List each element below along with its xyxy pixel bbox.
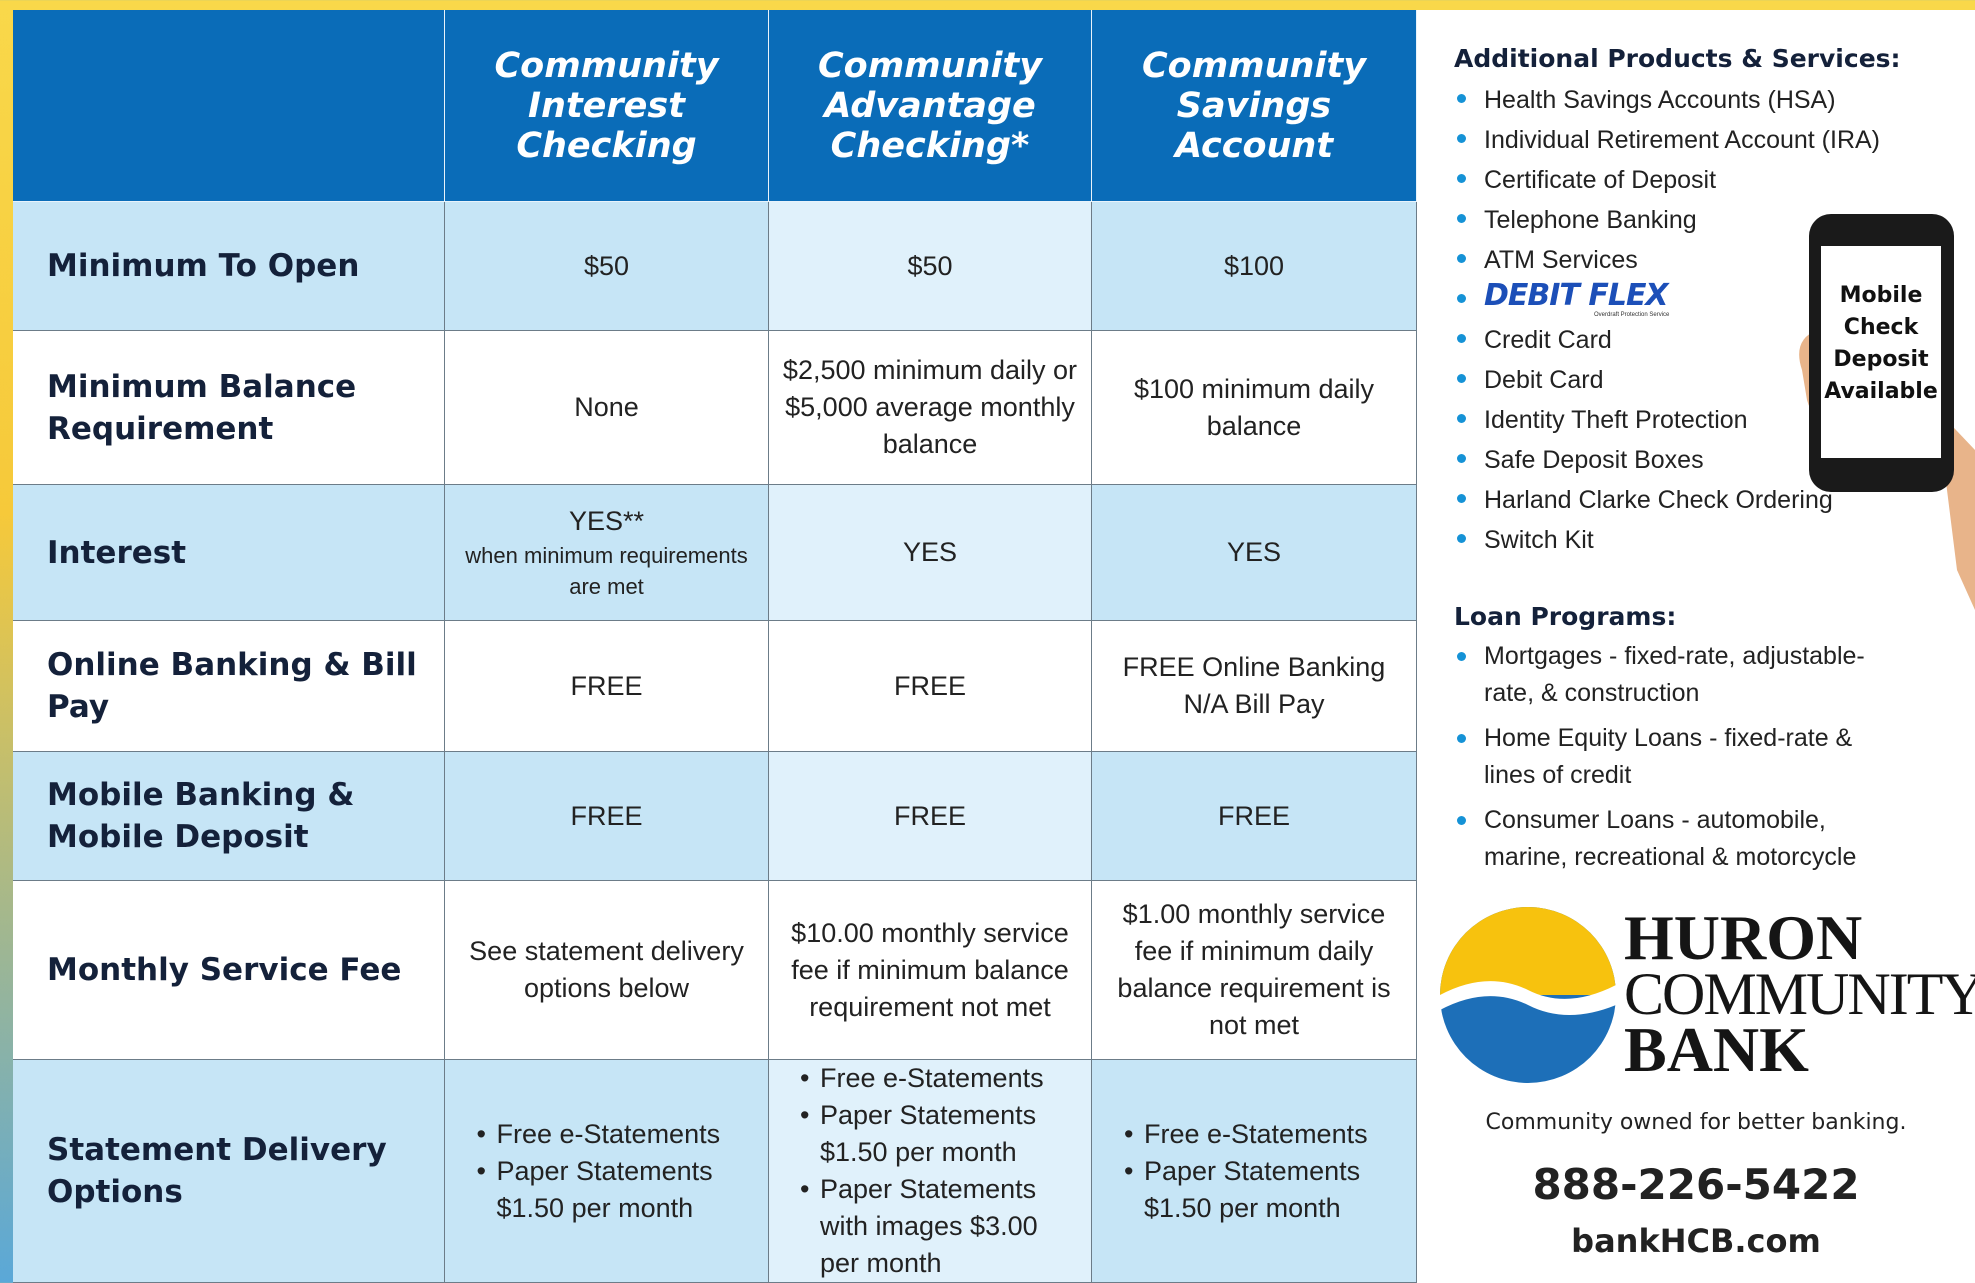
- product-item: Identity Theft Protection: [1454, 400, 1880, 440]
- cell: $100 minimum daily balance: [1092, 331, 1417, 485]
- website: bankHCB.com: [1571, 1222, 1821, 1260]
- bullet-list: Free e-StatementsPaper Statements $1.50 …: [477, 1116, 737, 1227]
- product-item: Switch Kit: [1454, 520, 1880, 560]
- bullet-item: Free e-Statements: [1124, 1116, 1384, 1153]
- cell-note: when minimum requirements are met: [465, 543, 748, 599]
- logo-line: HURON: [1624, 902, 1863, 973]
- cell: YES: [1092, 485, 1417, 621]
- cell-text: YES**: [568, 506, 645, 536]
- debit-flex-tagline: Overdraft Protection Service: [1594, 312, 1670, 318]
- loan-item: Consumer Loans - automobile, marine, rec…: [1454, 802, 1894, 876]
- column-header: Community Advantage Checking*: [769, 10, 1092, 202]
- cell-content: YES** when minimum requirements are met: [455, 503, 758, 602]
- cell: FREE: [445, 752, 769, 881]
- comparison-table: Community Interest Checking Community Adv…: [13, 10, 1417, 1283]
- logo-line: BANK: [1624, 1014, 1809, 1085]
- cell-line: N/A Bill Pay: [1183, 689, 1325, 719]
- phone-screen: [1821, 246, 1941, 458]
- logo-text: HURON COMMUNITY BANK: [1624, 902, 1975, 1085]
- cell: $50: [445, 202, 769, 331]
- cell-content: Free e-StatementsPaper Statements $1.50 …: [800, 1060, 1060, 1282]
- cell: $100: [1092, 202, 1417, 331]
- product-item: ATM Services: [1454, 240, 1880, 280]
- product-item: Health Savings Accounts (HSA): [1454, 80, 1880, 120]
- cell: FREE: [769, 752, 1092, 881]
- cell: YES: [769, 485, 1092, 621]
- bullet-item: Paper Statements $1.50 per month: [1124, 1153, 1384, 1227]
- cell: $1.00 monthly service fee if minimum dai…: [1092, 881, 1417, 1060]
- bullet-item: Paper Statements $1.50 per month: [477, 1153, 737, 1227]
- product-item: Certificate of Deposit: [1454, 160, 1880, 200]
- cell: FREE: [769, 621, 1092, 752]
- product-item: Harland Clarke Check Ordering: [1454, 480, 1880, 520]
- cell: Free e-StatementsPaper Statements $1.50 …: [769, 1060, 1092, 1283]
- cell-content: Free e-StatementsPaper Statements $1.50 …: [1124, 1116, 1384, 1227]
- column-header: Community Interest Checking: [445, 10, 769, 202]
- bullet-item: Free e-Statements: [800, 1060, 1060, 1097]
- cell: $10.00 monthly service fee if minimum ba…: [769, 881, 1092, 1060]
- cell: Free e-StatementsPaper Statements $1.50 …: [1092, 1060, 1417, 1283]
- loan-item: Home Equity Loans - fixed-rate & lines o…: [1454, 720, 1894, 794]
- header-blank: [13, 10, 445, 202]
- row-label: Monthly Service Fee: [13, 881, 445, 1060]
- debit-flex-logo: DEBIT FLEX: [1484, 278, 1669, 313]
- cell: FREE: [1092, 752, 1417, 881]
- bullet-list: Free e-StatementsPaper Statements $1.50 …: [1124, 1116, 1384, 1227]
- row-label: Minimum Balance Requirement: [13, 331, 445, 485]
- column-header: Community Savings Account: [1092, 10, 1417, 202]
- row-label: Online Banking & Bill Pay: [13, 621, 445, 752]
- row-label: Interest: [13, 485, 445, 621]
- graphics: [1440, 214, 1975, 1083]
- cell: See statement delivery options below: [445, 881, 769, 1060]
- bullet-item: Paper Statements $1.50 per month: [800, 1097, 1060, 1171]
- sidebar: Additional Products & Services: Health S…: [1417, 10, 1975, 1283]
- logo-line: COMMUNITY: [1624, 961, 1975, 1027]
- logo-wave: [1440, 981, 1616, 1015]
- bullet-item: Free e-Statements: [477, 1116, 737, 1153]
- cell: $2,500 minimum daily or $5,000 average m…: [769, 331, 1092, 485]
- cell: YES** when minimum requirements are met: [445, 485, 769, 621]
- product-item: Safe Deposit Boxes: [1454, 440, 1880, 480]
- cell-content: FREE Online Banking N/A Bill Pay: [1123, 649, 1386, 723]
- loan-item: Mortgages - fixed-rate, adjustable-rate,…: [1454, 638, 1894, 712]
- product-item: DEBIT FLEX Overdraft Protection Service: [1454, 280, 1880, 320]
- bullet-list: Free e-StatementsPaper Statements $1.50 …: [800, 1060, 1060, 1282]
- products-list: Health Savings Accounts (HSA) Individual …: [1454, 80, 1880, 560]
- row-label: Minimum To Open: [13, 202, 445, 331]
- section-title: Additional Products & Services:: [1454, 44, 1901, 73]
- logo-sun-top: [1440, 907, 1616, 995]
- product-item: Credit Card: [1454, 320, 1880, 360]
- row-label: Mobile Banking & Mobile Deposit: [13, 752, 445, 881]
- cell: FREE: [445, 621, 769, 752]
- row-label: Statement Delivery Options: [13, 1060, 445, 1283]
- cell: None: [445, 331, 769, 485]
- product-item: Individual Retirement Account (IRA): [1454, 120, 1880, 160]
- cell: FREE Online Banking N/A Bill Pay: [1092, 621, 1417, 752]
- tagline: Community owned for better banking.: [1485, 1110, 1907, 1135]
- cell-content: Free e-StatementsPaper Statements $1.50 …: [477, 1116, 737, 1227]
- product-item: Telephone Banking: [1454, 200, 1880, 240]
- product-item: Debit Card: [1454, 360, 1880, 400]
- cell-line: FREE Online Banking: [1122, 652, 1386, 682]
- cell: $50: [769, 202, 1092, 331]
- loans-list: Mortgages - fixed-rate, adjustable-rate,…: [1454, 638, 1894, 884]
- cell: Free e-StatementsPaper Statements $1.50 …: [445, 1060, 769, 1283]
- section-title: Loan Programs:: [1454, 602, 1677, 631]
- bullet-item: Paper Statements with images $3.00 per m…: [800, 1171, 1060, 1282]
- phone-badge: Mobile Check Deposit Available: [1824, 283, 1938, 404]
- phone-number: 888-226-5422: [1532, 1160, 1860, 1209]
